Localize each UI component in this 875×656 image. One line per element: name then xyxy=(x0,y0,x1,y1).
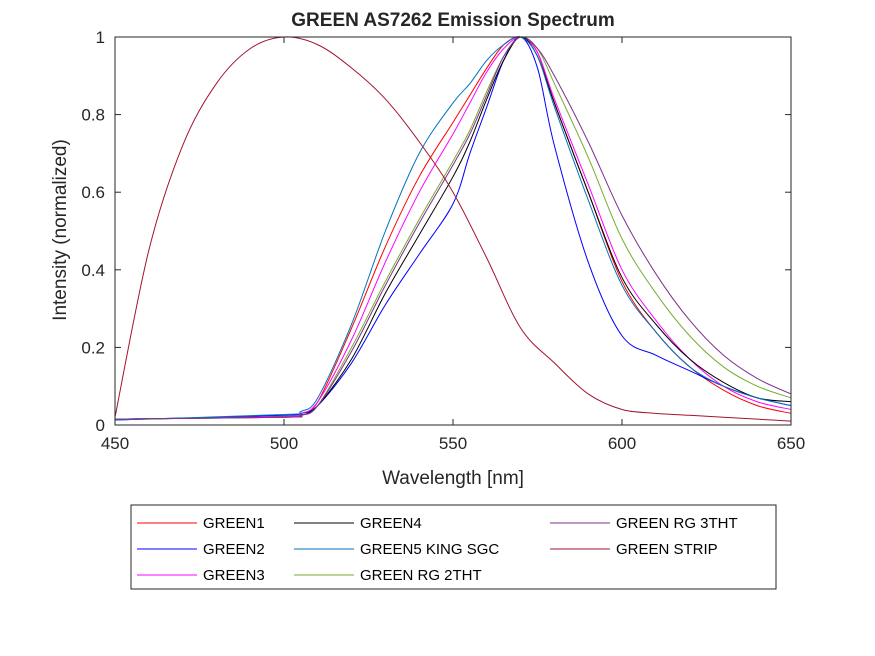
legend-entry-label: GREEN STRIP xyxy=(616,541,718,558)
y-tick-label: 0.8 xyxy=(81,106,105,125)
y-tick-label: 0.2 xyxy=(81,338,105,357)
x-tick-label: 600 xyxy=(608,434,636,453)
y-tick-label: 0.4 xyxy=(81,261,105,280)
x-tick-label: 500 xyxy=(270,434,298,453)
legend-entry-label: GREEN RG 3THT xyxy=(616,515,738,532)
series-line-green-strip xyxy=(115,36,791,422)
chart-title: GREEN AS7262 Emission Spectrum xyxy=(291,10,614,31)
y-tick-label: 0 xyxy=(96,416,105,435)
plot-background xyxy=(115,37,791,425)
series-line-green5-king-sgc xyxy=(115,36,791,421)
legend-entry-label: GREEN RG 2THT xyxy=(360,567,482,584)
series-line-green3 xyxy=(115,36,791,420)
legend-entry-label: GREEN3 xyxy=(203,567,265,584)
y-axis-label: Intensity (normalized) xyxy=(50,139,71,321)
legend-entry-label: GREEN5 KING SGC xyxy=(360,541,499,558)
series-line-green-rg-3tht xyxy=(115,36,791,420)
x-axis-label: Wavelength [nm] xyxy=(382,468,524,489)
legend-entry-label: GREEN2 xyxy=(203,541,265,558)
axes: 450 500 550 600 650 0 0.2 0.4 0.6 0.8 1 xyxy=(81,28,805,453)
x-tick-label: 450 xyxy=(101,434,129,453)
legend-entry-label: GREEN4 xyxy=(360,515,422,532)
y-tick-label: 1 xyxy=(96,28,105,47)
x-tick-label: 650 xyxy=(777,434,805,453)
y-tick-label: 0.6 xyxy=(81,183,105,202)
legend-box xyxy=(130,504,777,590)
plot-area xyxy=(115,36,791,425)
x-tick-label: 550 xyxy=(439,434,467,453)
legend-entry-label: GREEN1 xyxy=(203,515,265,532)
legend: GREEN1 GREEN2 GREEN3 GREEN4 GREEN5 KING SGC G… xyxy=(130,504,777,590)
